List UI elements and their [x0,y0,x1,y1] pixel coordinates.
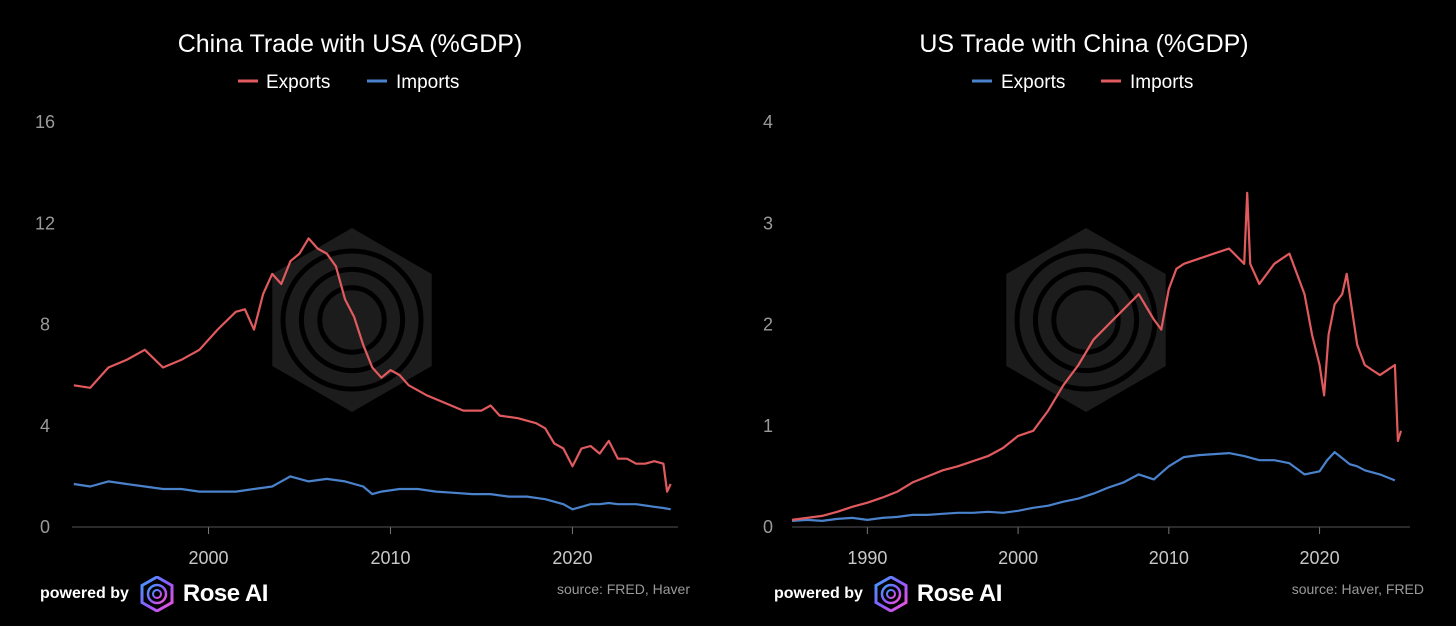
watermark-ring [1032,266,1140,374]
x-tick-label: 2020 [1300,548,1340,568]
watermark-ring [317,285,387,355]
x-axis-ticks: 2000 2010 2020 [188,527,592,568]
y-tick-label: 0 [40,517,50,537]
legend-label-exports: Exports [1001,72,1065,93]
y-tick-label: 0 [763,517,773,537]
china-trade-chart: China Trade with USA (%GDP) Exports Impo… [35,30,678,568]
series-group [791,191,1403,522]
x-axis-ticks: 1990 2000 2010 2020 [847,527,1340,568]
series-line-exports [73,237,672,493]
legend: Exports Imports [972,72,1193,93]
y-axis-ticks: 0 4 8 12 16 [35,112,55,537]
legend-label-imports: Imports [396,72,459,93]
x-tick-label: 2010 [370,548,410,568]
rose-ai-logo-icon [140,576,174,612]
x-tick-label: 2010 [1149,548,1189,568]
y-axis-ticks: 0 1 2 3 4 [763,112,773,537]
y-tick-label: 12 [35,213,55,233]
x-tick-label: 2000 [188,548,228,568]
chart-title: US Trade with China (%GDP) [919,30,1248,58]
y-tick-label: 16 [35,112,55,132]
footer-branding: powered by Rose AI [774,574,1002,614]
legend-label-exports: Exports [266,72,330,93]
series-line-exports [791,451,1396,522]
x-tick-label: 1990 [847,548,887,568]
source-note: source: Haver, FRED [1291,581,1424,597]
x-tick-label: 2020 [552,548,592,568]
series-line-imports [73,475,671,511]
legend: Exports Imports [238,72,459,93]
watermark-logo-icon [272,228,432,412]
watermark-logo-icon [1006,228,1166,412]
x-tick-label: 2000 [998,548,1038,568]
series-line-imports [791,191,1403,521]
watermark-hexagon [1006,228,1166,412]
chart-title: China Trade with USA (%GDP) [178,30,523,58]
legend-label-imports: Imports [1130,72,1193,93]
source-note: source: FRED, Haver [556,581,690,597]
watermark-ring [280,248,424,392]
series-group [73,237,672,511]
rose-ai-logo-icon [874,576,908,612]
y-tick-label: 4 [40,416,50,436]
watermark-ring [298,266,406,374]
watermark-hexagon [272,228,432,412]
powered-by-label: powered by [40,585,129,602]
powered-by-label: powered by [774,585,863,602]
china-trade-panel: China Trade with USA (%GDP) Exports Impo… [35,30,690,614]
y-tick-label: 3 [763,213,773,233]
us-trade-panel: US Trade with China (%GDP) Exports Impor… [728,0,1456,626]
y-tick-label: 4 [763,112,773,132]
y-tick-label: 2 [763,315,773,335]
brand-name: Rose AI [916,580,1002,607]
brand-name: Rose AI [182,580,268,607]
y-tick-label: 8 [40,315,50,335]
us-trade-chart: US Trade with China (%GDP) Exports Impor… [763,30,1410,568]
y-tick-label: 1 [763,416,773,436]
footer-branding: powered by Rose AI [40,574,268,614]
